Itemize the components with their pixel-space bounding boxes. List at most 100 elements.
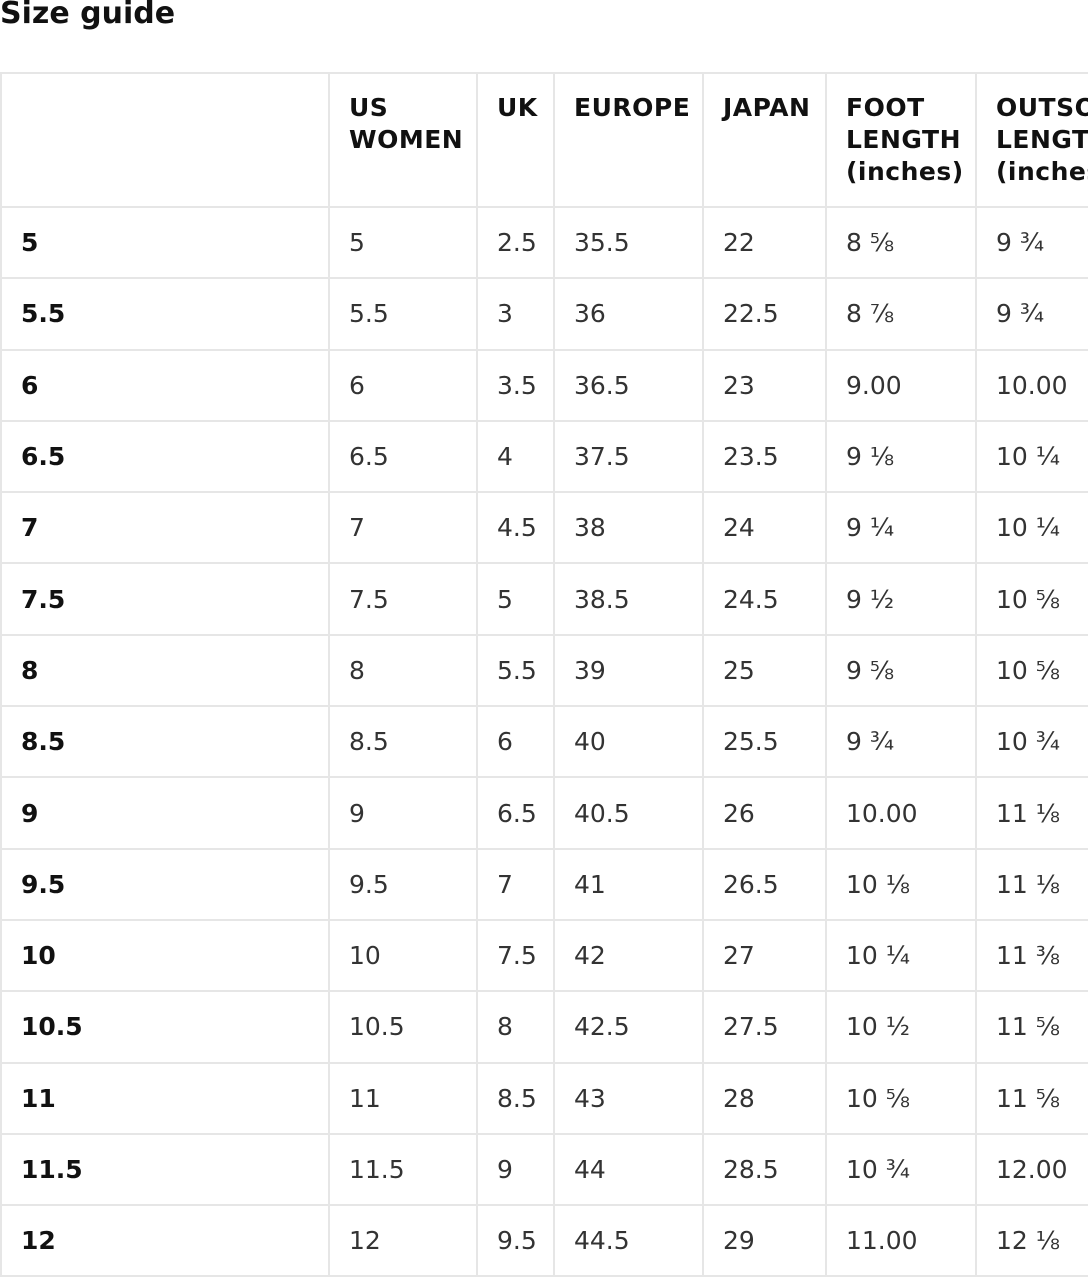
table-cell: 10 ¼ bbox=[975, 419, 1088, 494]
table-cell: 43 bbox=[553, 1061, 704, 1135]
table-cell: 6 bbox=[328, 348, 478, 422]
table-cell: 11 ⅝ bbox=[975, 1061, 1088, 1135]
page-title: Size guide bbox=[0, 0, 176, 31]
row-header: 11.5 bbox=[0, 1132, 330, 1207]
table-cell: 12 bbox=[328, 1204, 478, 1278]
table-row: 9.5 9.5 7 41 26.5 10 ⅛ 11 ⅛ bbox=[0, 847, 1088, 921]
table-cell: 29 bbox=[702, 1204, 827, 1278]
table-cell: 8 ⅞ bbox=[825, 277, 977, 351]
table-cell: 10 ¾ bbox=[975, 705, 1088, 779]
column-header: US WOMEN bbox=[328, 72, 478, 208]
corner-cell bbox=[0, 72, 330, 208]
table-cell: 10 ⅝ bbox=[825, 1061, 977, 1135]
row-header: 6.5 bbox=[0, 419, 330, 494]
table-cell: 5 bbox=[328, 205, 478, 280]
size-table: US WOMEN UK EUROPE JAPAN FOOT LENGTH (inches… bbox=[0, 72, 1088, 1278]
table-cell: 4 bbox=[476, 419, 555, 494]
table-cell: 27 bbox=[702, 918, 827, 993]
table-row: 7 7 4.5 38 24 9 ¼ 10 ¼ bbox=[0, 491, 1088, 565]
table-cell: 44 bbox=[553, 1132, 704, 1207]
table-cell: 11 ⅛ bbox=[975, 847, 1088, 921]
table-cell: 36.5 bbox=[553, 348, 704, 422]
column-header: JAPAN bbox=[702, 72, 827, 208]
table-cell: 39 bbox=[553, 633, 704, 708]
row-header: 10.5 bbox=[0, 990, 330, 1064]
table-cell: 7 bbox=[328, 491, 478, 565]
table-row: 8 8 5.5 39 25 9 ⅝ 10 ⅝ bbox=[0, 633, 1088, 708]
table-cell: 10.5 bbox=[328, 990, 478, 1064]
table-cell: 6.5 bbox=[476, 776, 555, 850]
row-header: 8.5 bbox=[0, 705, 330, 779]
table-cell: 9.00 bbox=[825, 348, 977, 422]
table-cell: 10 ⅝ bbox=[975, 633, 1088, 708]
table-cell: 8.5 bbox=[328, 705, 478, 779]
row-header: 7 bbox=[0, 491, 330, 565]
table-cell: 25.5 bbox=[702, 705, 827, 779]
table-cell: 7.5 bbox=[328, 562, 478, 636]
table-cell: 28 bbox=[702, 1061, 827, 1135]
table-cell: 35.5 bbox=[553, 205, 704, 280]
table-cell: 8 bbox=[476, 990, 555, 1064]
table-cell: 9 ¼ bbox=[825, 491, 977, 565]
row-header: 5 bbox=[0, 205, 330, 280]
column-header: UK bbox=[476, 72, 555, 208]
table-row: 10 10 7.5 42 27 10 ¼ 11 ⅜ bbox=[0, 918, 1088, 993]
table-row: 11.5 11.5 9 44 28.5 10 ¾ 12.00 bbox=[0, 1132, 1088, 1207]
table-cell: 10 ¾ bbox=[825, 1132, 977, 1207]
table-cell: 7 bbox=[476, 847, 555, 921]
table-cell: 9 ¾ bbox=[825, 705, 977, 779]
table-cell: 10 bbox=[328, 918, 478, 993]
table-cell: 9 bbox=[328, 776, 478, 850]
table-cell: 10 ¼ bbox=[825, 918, 977, 993]
row-header: 9 bbox=[0, 776, 330, 850]
table-row: 6.5 6.5 4 37.5 23.5 9 ⅛ 10 ¼ bbox=[0, 419, 1088, 494]
table-cell: 41 bbox=[553, 847, 704, 921]
table-cell: 26.5 bbox=[702, 847, 827, 921]
table-cell: 23 bbox=[702, 348, 827, 422]
table-cell: 11 ⅛ bbox=[975, 776, 1088, 850]
table-cell: 38.5 bbox=[553, 562, 704, 636]
column-header: EUROPE bbox=[553, 72, 704, 208]
header-row: US WOMEN UK EUROPE JAPAN FOOT LENGTH (inches… bbox=[0, 72, 1088, 208]
row-header: 10 bbox=[0, 918, 330, 993]
table-cell: 44.5 bbox=[553, 1204, 704, 1278]
table-cell: 12 ⅛ bbox=[975, 1204, 1088, 1278]
table-cell: 3 bbox=[476, 277, 555, 351]
table-row: 9 9 6.5 40.5 26 10.00 11 ⅛ bbox=[0, 776, 1088, 850]
table-cell: 9 ¾ bbox=[975, 277, 1088, 351]
table-cell: 10.00 bbox=[975, 348, 1088, 422]
table-cell: 9 ½ bbox=[825, 562, 977, 636]
table-row: 10.5 10.5 8 42.5 27.5 10 ½ 11 ⅝ bbox=[0, 990, 1088, 1064]
column-header: FOOT LENGTH (inches) bbox=[825, 72, 977, 208]
table-cell: 8 bbox=[328, 633, 478, 708]
table-cell: 9 ⅝ bbox=[825, 633, 977, 708]
table-cell: 5.5 bbox=[328, 277, 478, 351]
table-cell: 25 bbox=[702, 633, 827, 708]
table-cell: 4.5 bbox=[476, 491, 555, 565]
table-cell: 11 ⅜ bbox=[975, 918, 1088, 993]
table-cell: 9 ¾ bbox=[975, 205, 1088, 280]
table-cell: 42 bbox=[553, 918, 704, 993]
table-row: 7.5 7.5 5 38.5 24.5 9 ½ 10 ⅝ bbox=[0, 562, 1088, 636]
table-cell: 8 ⅝ bbox=[825, 205, 977, 280]
column-header: OUTSOLE LENGTH (inches) bbox=[975, 72, 1088, 208]
table-cell: 42.5 bbox=[553, 990, 704, 1064]
table-cell: 10 ⅛ bbox=[825, 847, 977, 921]
row-header: 8 bbox=[0, 633, 330, 708]
table-cell: 11 bbox=[328, 1061, 478, 1135]
table-cell: 9.5 bbox=[476, 1204, 555, 1278]
row-header: 12 bbox=[0, 1204, 330, 1278]
table-cell: 38 bbox=[553, 491, 704, 565]
table-cell: 6 bbox=[476, 705, 555, 779]
table-cell: 10.00 bbox=[825, 776, 977, 850]
table-container: US WOMEN UK EUROPE JAPAN FOOT LENGTH (inches… bbox=[0, 72, 1088, 1280]
row-header: 11 bbox=[0, 1061, 330, 1135]
table-cell: 7.5 bbox=[476, 918, 555, 993]
row-header: 6 bbox=[0, 348, 330, 422]
table-cell: 40 bbox=[553, 705, 704, 779]
table-cell: 22.5 bbox=[702, 277, 827, 351]
